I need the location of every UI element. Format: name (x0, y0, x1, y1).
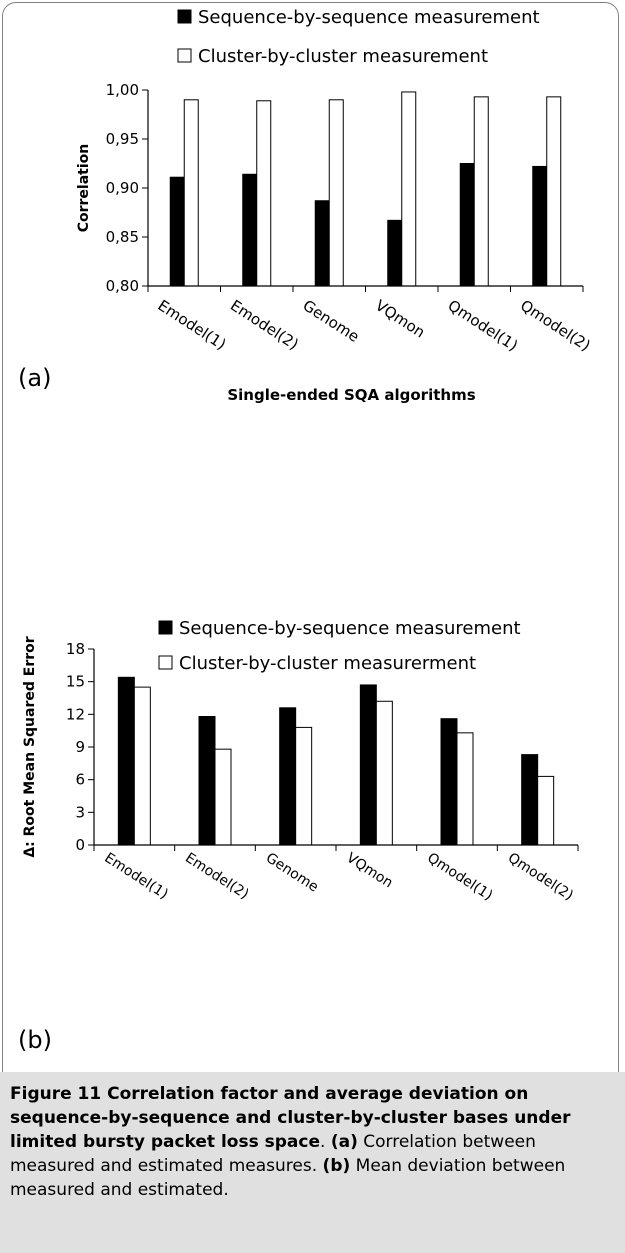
chart-b-y-tick-label-4: 12 (66, 705, 85, 723)
chart-b-x-category-label-3: Genome (263, 850, 321, 896)
caption-title: Correlation factor and average deviation… (10, 1084, 571, 1152)
chart-b-y-tick-label-3: 9 (75, 738, 85, 756)
caption-title-end: . (320, 1132, 331, 1152)
chart-b-x-category-label-5: Qmodel(1) (424, 850, 495, 904)
chart-b-y-tick-label-2: 6 (75, 771, 85, 789)
chart-a-x-category-label-3: Genome (300, 296, 363, 346)
panel-label-b: (b) (18, 1026, 52, 1054)
chart-b-y-axis-label: Δ: Root Mean Squared Error (22, 636, 38, 857)
chart-a-bar-s2-qmodel2 (546, 96, 562, 287)
panel-label-a: (a) (18, 364, 52, 392)
caption-part-a-text: Correlation between measured and estimat… (10, 1132, 536, 1176)
chart-b-x-category-label-1: Emodel(1) (102, 850, 171, 903)
chart-a-bar-s1-emodel1 (169, 176, 185, 287)
chart-b-bar-s1-vqmon (359, 684, 377, 846)
chart-a-bar-s2-emodel1 (183, 99, 199, 287)
chart-a-y-tick-label-1: 0,85 (106, 228, 139, 246)
chart-a-x-category-label-2: Emodel(2) (227, 296, 302, 353)
figure-caption: Figure 11 Correlation factor and average… (0, 1072, 625, 1253)
chart-b-bar-s1-qmodel2 (521, 754, 539, 846)
chart-b-bar-s2-qmodel1 (456, 732, 474, 846)
chart-a-y-tick-label-4: 1,00 (106, 81, 139, 99)
caption-part-b-text: Mean deviation between measured and esti… (10, 1156, 566, 1200)
caption-figure-label: Figure 11 (10, 1084, 102, 1104)
chart-a-bar-s1-qmodel2 (532, 165, 548, 287)
chart-b-y-tick-label-6: 18 (66, 640, 85, 658)
chart-a-x-category-label-4: VQmon (372, 296, 428, 341)
chart-a-legend-swatch-1 (177, 9, 192, 24)
chart-a-bar-s1-emodel2 (242, 173, 258, 287)
chart-b-y-tick-label-0: 0 (75, 836, 85, 854)
chart-a-legend-swatch-2 (177, 48, 192, 63)
caption-part-a-label: (a) (330, 1132, 358, 1152)
chart-a-x-axis-label: Single-ended SQA algorithms (227, 386, 475, 404)
chart-a-legend-label-1: Sequence-by-sequence measurement (198, 7, 540, 28)
chart-b-bar-s2-qmodel2 (537, 775, 555, 846)
chart-a-y-tick-label-3: 0,95 (106, 130, 139, 148)
chart-b-x-category-label-2: Emodel(2) (182, 850, 251, 903)
chart-b-legend-swatch-1 (158, 620, 173, 635)
chart-b-bar-s2-emodel2 (214, 748, 232, 846)
chart-a-legend-label-2: Cluster-by-cluster measurement (198, 46, 488, 67)
chart-a-y-tick-label-0: 0,80 (106, 277, 139, 295)
chart-a-bar-s2-vqmon (401, 91, 417, 287)
chart-a-x-category-label-6: Qmodel(2) (517, 296, 594, 355)
caption-part-b-label: (b) (322, 1156, 351, 1176)
chart-b-bar-s1-emodel2 (198, 716, 216, 846)
chart-b-bar-s1-qmodel1 (440, 718, 458, 846)
chart-b-bar-s2-vqmon (375, 700, 393, 846)
chart-b-x-category-label-4: VQmon (344, 850, 396, 892)
chart-b-y-tick-label-1: 3 (75, 803, 85, 821)
chart-a-x-category-label-1: Emodel(1) (155, 296, 230, 353)
chart-b-y-tick-label-5: 15 (66, 673, 85, 691)
chart-a-x-category-label-5: Qmodel(1) (445, 296, 522, 355)
chart-a-bar-s1-genome (314, 200, 330, 287)
chart-b-legend-label-1: Sequence-by-sequence measurement (179, 618, 521, 639)
chart-a-bar-s1-vqmon (387, 219, 403, 287)
chart-a-bar-s2-genome (328, 99, 344, 287)
chart-b-bar-s1-genome (279, 707, 297, 846)
chart-b-legend-label-2: Cluster-by-cluster measurerment (179, 653, 476, 674)
chart-a-y-tick-label-2: 0,90 (106, 179, 139, 197)
chart-b-bar-s2-emodel1 (133, 686, 151, 846)
chart-b-bar-s2-genome (295, 726, 313, 846)
chart-b-legend-swatch-2 (158, 655, 173, 670)
chart-b-x-category-label-6: Qmodel(2) (505, 850, 576, 904)
chart-a-bar-s2-emodel2 (256, 100, 272, 287)
chart-a-y-axis-label: Correlation (76, 144, 92, 233)
chart-a-bar-s1-qmodel1 (459, 163, 475, 287)
chart-b-bar-s1-emodel1 (117, 676, 135, 846)
chart-a-bar-s2-qmodel1 (473, 96, 489, 287)
